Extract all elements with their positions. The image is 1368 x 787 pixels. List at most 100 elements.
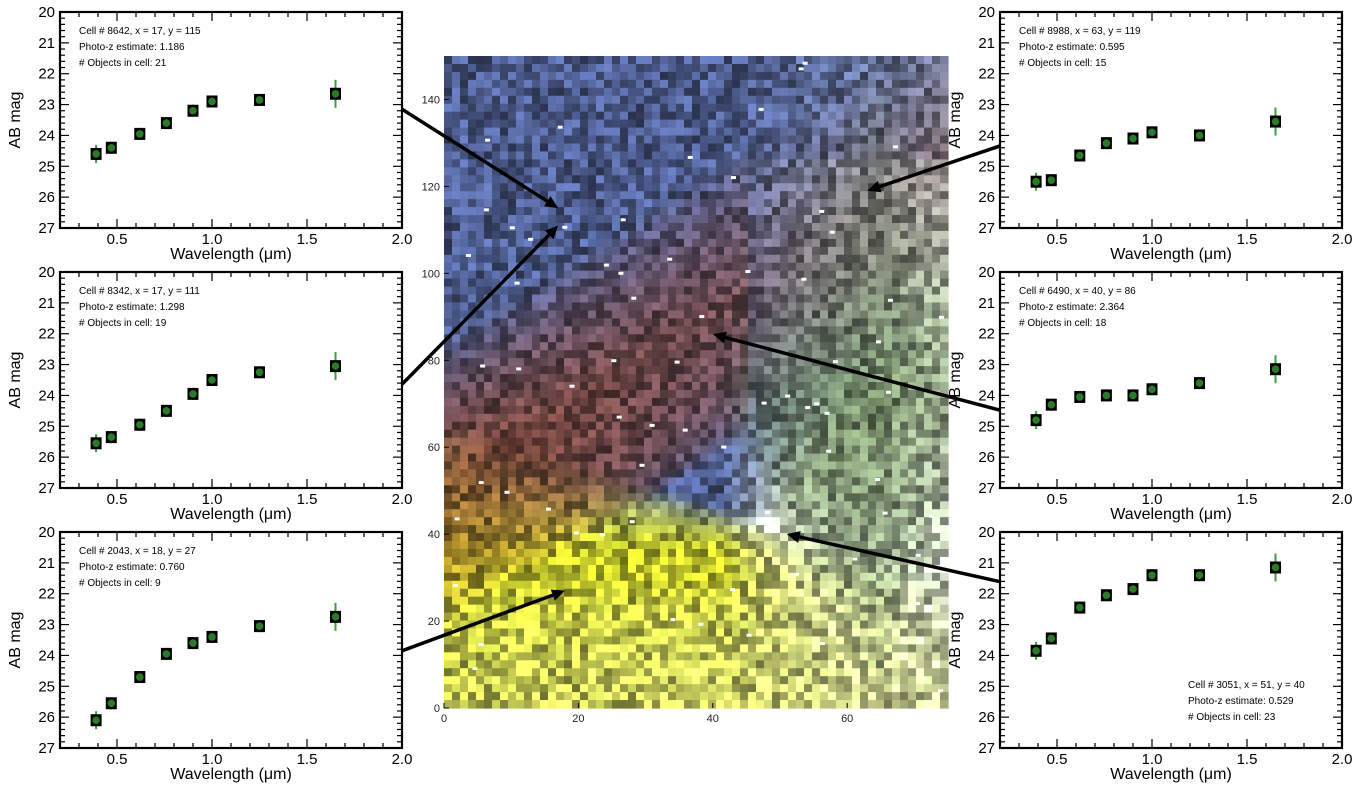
- map-pixel: [836, 676, 845, 685]
- map-pixel: [756, 620, 765, 630]
- map-pixel: [900, 230, 909, 240]
- map-pixel: [572, 254, 581, 264]
- map-pixel: [484, 278, 493, 288]
- map-pixel: [844, 676, 853, 685]
- map-pixel: [580, 596, 589, 606]
- map-pixel: [788, 612, 797, 622]
- map-pixel: [876, 326, 885, 335]
- map-pixel: [572, 413, 581, 423]
- map-pixel: [508, 644, 517, 653]
- map-pixel: [756, 676, 765, 685]
- map-pixel: [924, 525, 933, 534]
- map-pixel: [644, 95, 653, 105]
- map-pixel: [788, 278, 797, 288]
- map-pixel: [764, 588, 773, 598]
- map-pixel: [628, 437, 637, 447]
- map-pixel: [540, 429, 549, 439]
- map-pixel: [676, 660, 685, 669]
- map-pixel: [652, 533, 661, 542]
- map-pixel: [748, 596, 757, 606]
- map-pixel: [636, 270, 645, 280]
- map-pixel: [868, 509, 877, 518]
- map-pixel: [796, 548, 805, 558]
- map-pixel: [508, 366, 517, 375]
- map-pixel: [548, 628, 557, 638]
- map-pixel: [564, 246, 573, 256]
- map-pixel: [684, 254, 693, 264]
- map-pixel: [500, 95, 509, 105]
- map-pixel: [540, 660, 549, 669]
- map-pixel: [916, 588, 925, 598]
- map-pixel: [852, 620, 861, 630]
- map-pixel: [900, 79, 909, 89]
- map-pixel: [628, 493, 637, 502]
- map-pixel: [868, 501, 877, 510]
- map-pixel: [812, 556, 821, 566]
- map-pixel: [460, 389, 469, 399]
- map-pixel: [588, 437, 597, 447]
- map-pixel: [644, 143, 653, 153]
- map-pixel: [444, 477, 453, 486]
- map-pixel: [724, 103, 733, 113]
- map-pixel: [508, 382, 517, 391]
- map-pixel: [708, 294, 717, 304]
- map-pixel: [628, 254, 637, 264]
- map-pixel: [692, 548, 701, 558]
- map-pixel: [716, 63, 725, 73]
- map-pixel: [804, 612, 813, 622]
- map-pixel: [500, 342, 509, 351]
- map-pixel: [852, 167, 861, 176]
- map-pixel: [796, 278, 805, 288]
- map-pixel: [476, 556, 485, 566]
- map-pixel: [820, 588, 829, 598]
- map-pixel: [932, 111, 941, 121]
- map-pixel: [548, 215, 557, 224]
- map-pixel: [868, 334, 877, 343]
- map-pixel: [940, 374, 949, 383]
- map-pixel: [932, 262, 941, 272]
- map-pixel: [644, 151, 653, 160]
- map-pixel: [500, 326, 509, 335]
- map-pixel: [764, 63, 773, 73]
- map-pixel: [508, 326, 517, 335]
- map-pixel: [588, 612, 597, 622]
- map-pixel: [652, 636, 661, 645]
- map-pixel: [684, 215, 693, 224]
- map-pixel: [516, 56, 525, 65]
- map-pixel: [924, 660, 933, 669]
- map-pixel: [564, 405, 573, 415]
- map-pixel: [604, 246, 613, 256]
- map-pixel: [452, 175, 461, 184]
- map-pixel: [836, 644, 845, 653]
- map-pixel: [764, 453, 773, 463]
- map-pixel: [740, 103, 749, 113]
- map-pixel: [876, 493, 885, 502]
- map-pixel: [804, 644, 813, 653]
- map-pixel: [724, 358, 733, 367]
- map-pixel: [796, 334, 805, 343]
- map-pixel: [804, 604, 813, 614]
- map-pixel: [924, 676, 933, 685]
- map-pixel: [748, 199, 757, 208]
- map-pixel: [692, 588, 701, 598]
- map-pixel: [748, 517, 757, 526]
- map-pixel: [628, 485, 637, 494]
- map-pixel: [604, 215, 613, 224]
- map-pixel: [772, 620, 781, 630]
- map-pixel: [932, 71, 941, 81]
- map-pixel: [540, 135, 549, 145]
- map-pixel: [892, 572, 901, 582]
- map-pixel: [460, 668, 469, 677]
- map-pixel: [812, 350, 821, 359]
- map-pixel: [780, 445, 789, 455]
- map-pixel: [500, 278, 509, 288]
- map-pixel: [748, 564, 757, 574]
- map-pixel: [668, 95, 677, 105]
- map-pixel: [788, 159, 797, 168]
- map-pixel: [532, 56, 541, 65]
- map-pixel: [740, 676, 749, 685]
- map-pixel: [908, 151, 917, 160]
- map-pixel: [484, 71, 493, 81]
- map-pixel: [804, 286, 813, 296]
- map-pixel: [508, 445, 517, 455]
